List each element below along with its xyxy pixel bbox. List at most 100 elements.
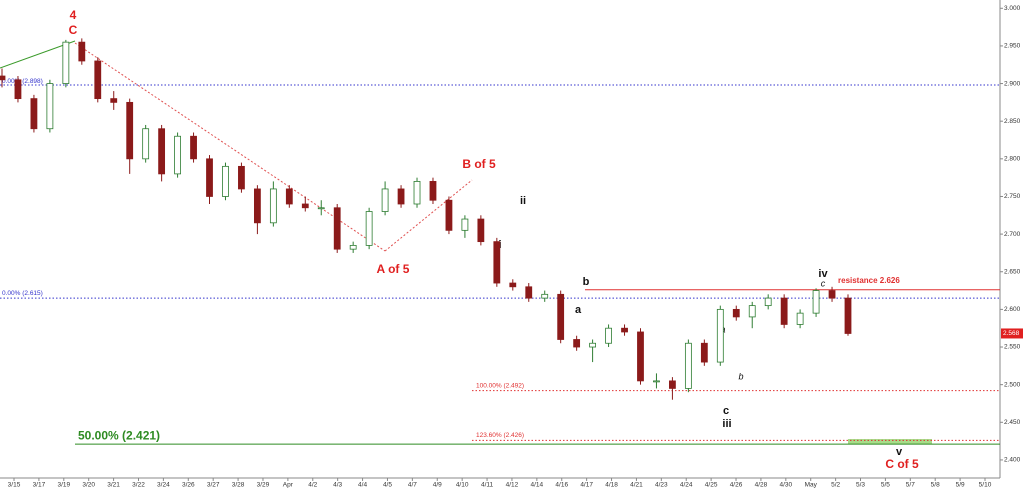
x-tick-label: 3/28 (232, 482, 245, 489)
wave-label: a (575, 304, 582, 316)
candle-body (493, 241, 501, 284)
x-tick-label: 4/30 (779, 482, 792, 489)
level-label: resistance 2.626 (838, 276, 900, 285)
candle-body (669, 380, 676, 389)
x-tick-label: 4/24 (680, 482, 693, 489)
y-tick-label: 2.450 (1004, 419, 1021, 426)
wave-label: B of 5 (462, 157, 496, 171)
candle-body (605, 327, 612, 344)
x-tick-label: 5/7 (906, 482, 915, 489)
x-tick-label: 4/10 (456, 482, 469, 489)
x-tick-label: 3/21 (107, 482, 120, 489)
y-tick-label: 3.000 (1004, 5, 1021, 12)
candle-body (780, 297, 788, 325)
x-tick-label: 4/9 (433, 482, 442, 489)
price-tag (1001, 328, 1023, 339)
candle-body (764, 297, 772, 307)
wave-label: C (69, 23, 78, 37)
y-tick-label: 2.500 (1004, 381, 1021, 388)
level-label: 100.00% (2.492) (476, 382, 524, 389)
x-tick-label: 3/22 (132, 482, 145, 489)
x-tick-label: 4/25 (705, 482, 718, 489)
candle-body (222, 165, 229, 197)
candle-body (110, 98, 118, 103)
candle-body (238, 165, 245, 190)
x-tick-label: 4/28 (755, 482, 768, 489)
candle-body (573, 339, 581, 348)
candle-body (445, 199, 453, 231)
candle-body (397, 188, 405, 205)
wave-label: C of 5 (885, 457, 919, 471)
candle-body (253, 188, 261, 224)
y-tick-label: 2.650 (1004, 268, 1021, 275)
candle-body (589, 342, 597, 348)
x-tick-label: 4/23 (655, 482, 668, 489)
x-tick-label: 3/17 (33, 482, 46, 489)
wave-label: v (896, 446, 903, 458)
candle-body (349, 244, 357, 250)
x-tick-label: 4/26 (730, 482, 743, 489)
candle-body (301, 203, 309, 209)
candle-body (158, 128, 166, 175)
candle-body (174, 135, 181, 175)
x-tick-label: 5/9 (956, 482, 965, 489)
y-tick-label: 2.850 (1004, 118, 1021, 125)
wave-label: 4 (70, 8, 77, 22)
candle-body (525, 286, 533, 299)
x-tick-label: Apr (283, 482, 294, 489)
candle-body (637, 331, 644, 382)
wave-label: b (583, 276, 590, 288)
x-tick-label: 3/24 (157, 482, 170, 489)
price-tag-label: 2.568 (1003, 330, 1020, 337)
wave-label: b (738, 371, 743, 381)
wave-label: iii (722, 418, 731, 430)
candle-body (62, 41, 70, 84)
y-tick-label: 2.750 (1004, 193, 1021, 200)
candle-body (796, 312, 804, 325)
candle-body (46, 83, 54, 130)
x-tick-label: 4/4 (358, 482, 367, 489)
candle-body (653, 380, 660, 383)
plot-area (0, 0, 1000, 478)
wave-label: ii (520, 195, 526, 207)
x-tick-label: 5/10 (979, 482, 992, 489)
candle-body (621, 327, 628, 333)
wave-label: iv (818, 268, 828, 280)
candle-body (30, 98, 38, 130)
candle-body (78, 41, 86, 62)
candle-body (365, 211, 373, 246)
wave-label: c (723, 405, 729, 417)
x-tick-label: 4/12 (506, 482, 519, 489)
x-tick-label: 3/20 (82, 482, 95, 489)
candle-body (126, 101, 134, 160)
x-tick-label: 4/11 (481, 482, 494, 489)
y-tick-label: 2.550 (1004, 344, 1021, 351)
y-tick-label: 2.400 (1004, 457, 1021, 464)
candle-body (844, 297, 852, 334)
y-tick-label: 2.800 (1004, 156, 1021, 163)
candle-body (413, 181, 421, 205)
candle-body (206, 158, 213, 197)
candle-body (269, 188, 277, 224)
x-tick-label: 4/3 (333, 482, 342, 489)
wave-label: A of 5 (377, 262, 410, 276)
level-label: 0.00% (2.615) (2, 290, 43, 297)
candle-body (684, 342, 692, 389)
level-label: 123.60% (2.426) (476, 432, 524, 439)
x-tick-label: 5/2 (831, 482, 840, 489)
candle-body (429, 181, 437, 201)
candle-body (716, 308, 724, 363)
candle-body (477, 218, 485, 243)
x-tick-label: 5/3 (856, 482, 865, 489)
candle-body (812, 290, 820, 314)
y-tick-label: 2.600 (1004, 306, 1021, 313)
x-tick-label: 4/2 (308, 482, 317, 489)
x-tick-label: 4/17 (580, 482, 593, 489)
trend-line (384, 179, 473, 252)
candle-body (14, 79, 22, 100)
candle-body (509, 282, 517, 288)
candle-body (828, 290, 836, 299)
candle-body (94, 60, 102, 100)
y-tick-label: 2.900 (1004, 80, 1021, 87)
